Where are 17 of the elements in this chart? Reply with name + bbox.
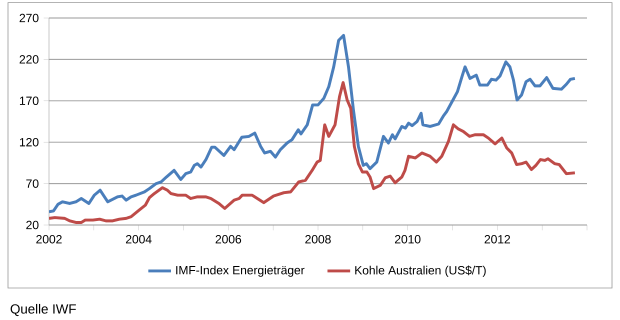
x-tick-label: 2004 <box>126 235 152 244</box>
y-tick-label: 20 <box>26 220 39 230</box>
y-tick-label: 270 <box>20 14 39 22</box>
x-tick-label: 2010 <box>394 235 420 244</box>
legend-label: Kohle Australien (US$/T) <box>355 266 486 277</box>
source-note: Quelle IWF <box>10 304 76 316</box>
y-tick-label: 170 <box>20 96 39 106</box>
y-tick-label: 70 <box>26 179 39 188</box>
y-tick-label: 120 <box>20 138 39 146</box>
x-tick-label: 2006 <box>216 235 242 244</box>
x-tick-label: 2008 <box>305 235 331 244</box>
x-tick-label: 2002 <box>36 235 62 244</box>
line-series <box>49 34 576 214</box>
y-tick-label: 220 <box>20 55 39 64</box>
x-tick-label: 2012 <box>484 235 510 244</box>
legend-label: IMF-Index Energieträger <box>176 266 304 277</box>
line-series <box>49 81 576 224</box>
